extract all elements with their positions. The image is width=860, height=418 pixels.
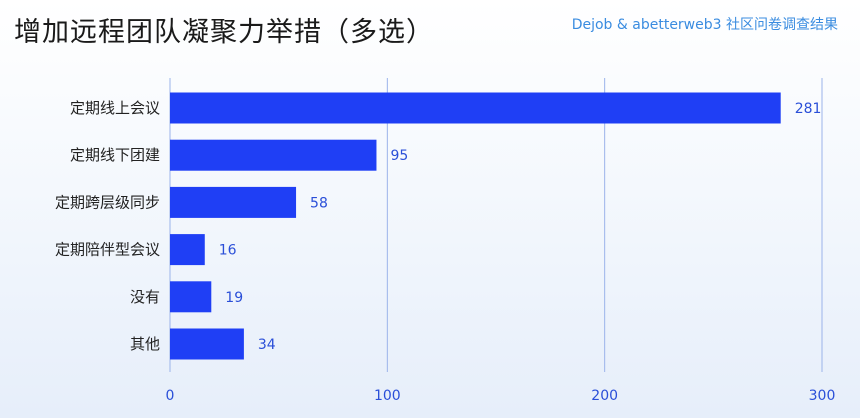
value-label-1: 95 <box>390 148 408 164</box>
x-tick-100: 100 <box>374 388 401 404</box>
value-label-2: 58 <box>310 195 328 211</box>
bar-1 <box>170 139 377 171</box>
bar-5 <box>170 328 244 360</box>
bars <box>170 92 781 360</box>
value-label-0: 281 <box>795 101 822 117</box>
chart-title: 增加远程团队凝聚力举措（多选） <box>14 17 434 48</box>
category-label-3: 定期陪伴型会议 <box>55 241 160 259</box>
category-label-0: 定期线上会议 <box>70 99 160 117</box>
gridlines <box>169 78 823 372</box>
x-tick-200: 200 <box>591 388 618 404</box>
bar-3 <box>170 234 205 266</box>
value-label-4: 19 <box>225 290 243 306</box>
source-caption: Dejob & abetterweb3 社区问卷调查结果 <box>571 17 838 33</box>
bar-2 <box>170 186 297 218</box>
category-label-1: 定期线下团建 <box>70 146 160 164</box>
x-tick-labels: 0 100 200 300 <box>166 388 836 404</box>
bar-0 <box>170 92 781 124</box>
bar-4 <box>170 281 212 313</box>
category-label-5: 其他 <box>130 335 160 353</box>
x-tick-0: 0 <box>166 388 175 404</box>
category-label-2: 定期跨层级同步 <box>55 193 160 211</box>
x-tick-300: 300 <box>809 388 836 404</box>
value-label-5: 34 <box>258 337 276 353</box>
value-label-3: 16 <box>219 243 237 259</box>
category-label-4: 没有 <box>130 288 160 306</box>
value-labels: 281 95 58 16 19 34 <box>219 101 822 353</box>
